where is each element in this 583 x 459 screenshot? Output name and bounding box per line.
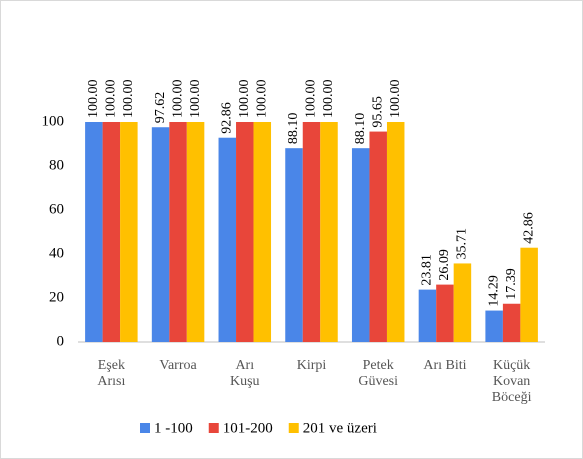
bar [320,122,338,342]
y-tick-label: 20 [49,289,64,305]
bar [436,284,454,342]
value-label: 14.29 [486,275,501,306]
value-label: 26.09 [437,249,452,281]
value-label: 17.39 [504,268,519,299]
bar [102,122,121,342]
value-label: 100.00 [304,80,319,119]
value-label: 23.81 [420,254,435,286]
bar [351,148,370,342]
legend-swatch [208,423,219,433]
value-label: 100.00 [388,80,403,119]
bar [418,289,437,342]
legend-swatch [140,423,150,433]
bar [520,247,538,342]
legend-label: 101-200 [223,420,273,436]
bar [453,263,472,342]
y-tick-label: 60 [49,201,64,217]
y-tick-label: 0 [57,333,65,349]
value-label: 100.00 [188,80,203,119]
bar [218,137,237,342]
bar [502,303,521,342]
y-tick-label: 80 [49,157,64,173]
x-tick-label: Kirpi [296,358,327,373]
legend-label: 1 -100 [154,420,193,436]
value-label: 100.00 [86,79,101,118]
x-tick-label: Varroa [159,358,197,373]
bar [236,122,254,342]
bar [169,122,187,342]
bar [85,122,103,342]
x-tick-label: Arı Kuşu [229,358,260,389]
value-label: 100.00 [121,80,136,119]
bar [253,122,272,342]
value-label: 97.62 [153,92,168,124]
value-label: 42.86 [521,212,536,244]
x-tick-label: Küçük Kovan Böceği [491,358,532,405]
bar [485,310,503,342]
value-label: 88.10 [353,113,368,145]
bar [186,122,205,342]
value-label: 100.00 [321,80,336,119]
bar [302,122,321,342]
value-label: 88.10 [286,113,301,145]
bar [120,122,138,342]
y-tick-label: 40 [49,245,64,261]
value-label: 100.00 [170,80,185,119]
legend-label: 201 ve üzeri [303,420,377,436]
value-label: 35.71 [455,228,470,260]
x-tick-label: Eşek Arısı [97,358,126,389]
bar [285,148,303,342]
x-tick-label: Petek Güvesi [358,358,399,389]
bar [369,131,387,342]
x-tick-label: Arı Biti [423,358,467,373]
value-label: 100.00 [255,80,270,119]
bar [151,127,170,343]
legend-swatch [288,423,299,433]
value-label: 100.00 [104,79,119,118]
value-label: 92.86 [220,102,235,133]
value-label: 95.65 [370,96,385,128]
y-tick-label: 100 [42,113,65,129]
value-label: 100.00 [237,80,252,118]
bar [386,122,405,342]
